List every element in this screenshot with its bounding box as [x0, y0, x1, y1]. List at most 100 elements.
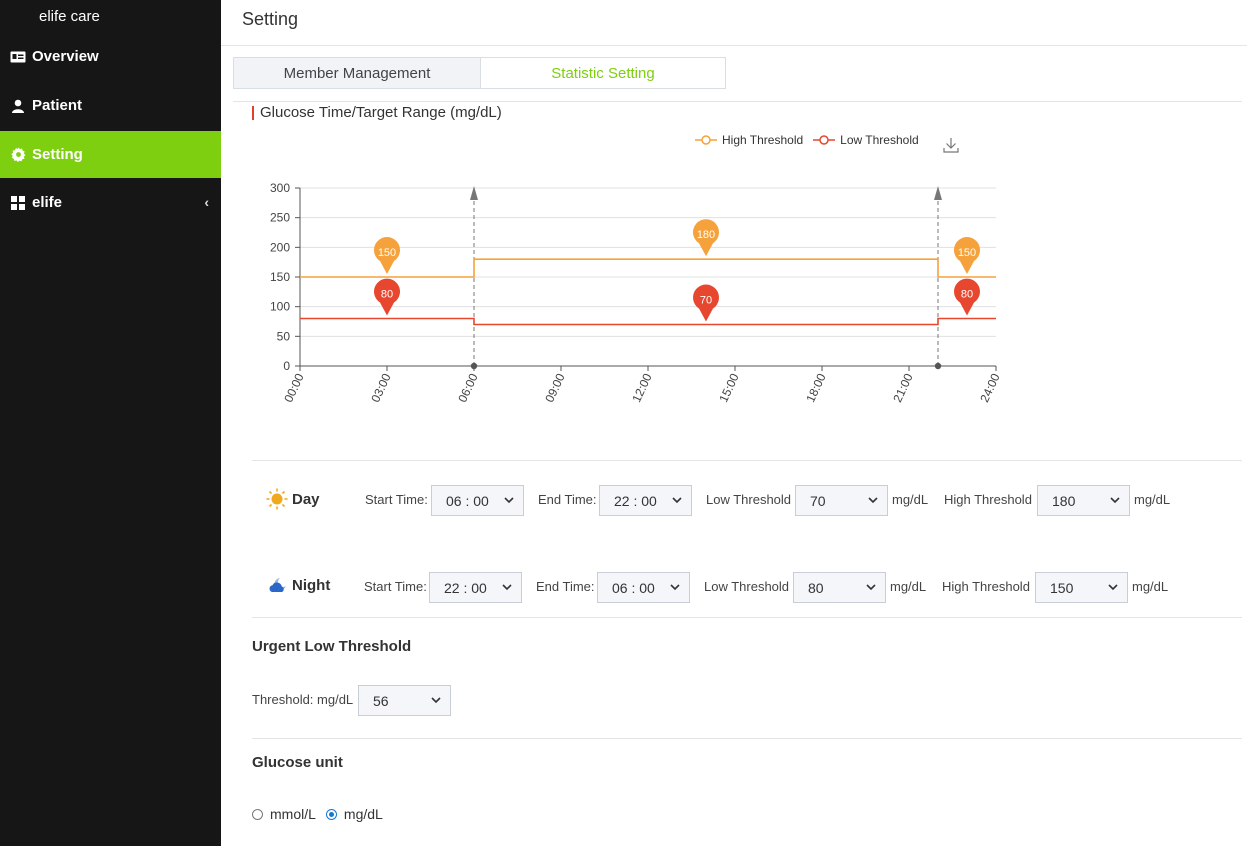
sidebar: elife care Overview Patient Setting elif… [0, 0, 221, 846]
chevron-down-icon [672, 497, 682, 504]
y-tick-label: 200 [270, 240, 290, 254]
value-pin [374, 237, 400, 274]
day-start-time-select[interactable]: 06 : 00 [431, 485, 524, 516]
divider [252, 738, 1242, 739]
night-low-threshold-select[interactable]: 80 [793, 572, 886, 603]
value-pin-label: 150 [378, 247, 396, 259]
x-tick-label: 18:00 [803, 371, 829, 404]
select-value: 70 [810, 492, 826, 509]
radio-label-mgdl[interactable]: mg/dL [343, 806, 383, 822]
x-tick-label: 03:00 [368, 371, 394, 404]
sidebar-item-patient[interactable]: Patient [0, 82, 221, 129]
select-value: 80 [808, 579, 824, 596]
tab-statistic-setting[interactable]: Statistic Setting [481, 57, 726, 89]
value-pin-label: 70 [700, 294, 712, 306]
page-title: Setting [242, 9, 299, 29]
night-low-unit: mg/dL [890, 579, 927, 594]
value-pin-label: 150 [958, 247, 976, 259]
select-value: 180 [1052, 492, 1076, 509]
night-label-text: Night [292, 576, 331, 594]
night-start-time-label: Start Time: [364, 579, 427, 594]
sidebar-item-overview[interactable]: Overview [0, 33, 221, 80]
value-pin [374, 278, 400, 316]
chevron-down-icon [431, 697, 441, 704]
urgent-low-threshold-select[interactable]: 56 [358, 685, 451, 716]
glucose-unit-radio-group: mmol/L mg/dL [252, 806, 393, 822]
day-high-unit: mg/dL [1134, 492, 1171, 507]
person-icon [10, 98, 26, 114]
sidebar-item-label: Overview [32, 48, 99, 65]
gear-icon [10, 147, 26, 163]
urgent-low-label: Threshold: mg/dL [252, 692, 354, 707]
legend-label: High Threshold [722, 133, 804, 147]
divider [221, 45, 1247, 46]
day-high-threshold-select[interactable]: 180 [1037, 485, 1130, 516]
divider [252, 460, 1242, 461]
day-start-time-label: Start Time: [365, 492, 428, 507]
sidebar-item-setting[interactable]: Setting [0, 131, 221, 178]
select-value: 06 : 00 [612, 579, 655, 596]
x-tick-label: 24:00 [977, 371, 1003, 404]
tab-member-management[interactable]: Member Management [233, 57, 481, 89]
x-tick-label: 00:00 [281, 371, 307, 404]
select-value: 06 : 00 [446, 492, 489, 509]
value-pin [954, 278, 981, 316]
day-label: Day [266, 488, 320, 510]
day-label-text: Day [292, 490, 320, 508]
download-icon[interactable] [943, 137, 959, 153]
legend-item-high-threshold[interactable]: High Threshold [695, 133, 803, 147]
legend-label: Low Threshold [840, 133, 919, 147]
grid-icon [10, 195, 26, 211]
arrow-up-icon [934, 186, 942, 200]
chart-legend: High Threshold Low Threshold [695, 133, 929, 147]
value-pin [693, 219, 719, 257]
glucose-range-chart: 0 50 100 150 200 250 300 00:00 03:00 06:00 09:00 12… [270, 181, 1003, 404]
cloud-moon-icon [268, 576, 288, 594]
legend-marker-high [695, 135, 717, 145]
chevron-left-icon[interactable]: ‹ [204, 194, 209, 210]
night-high-threshold-label: High Threshold [942, 579, 1030, 594]
x-tick-label: 15:00 [716, 371, 742, 404]
y-tick-label: 0 [283, 359, 290, 373]
day-end-time-select[interactable]: 22 : 00 [599, 485, 692, 516]
series-line-high-threshold [300, 258, 996, 278]
chevron-down-icon [670, 584, 680, 591]
series-line-low-threshold [300, 317, 996, 326]
y-tick-label: 100 [270, 300, 290, 314]
night-start-time-select[interactable]: 22 : 00 [429, 572, 522, 603]
x-tick-label: 21:00 [890, 371, 916, 404]
title-accent-bar [252, 105, 254, 120]
radio-mgdl[interactable] [325, 808, 337, 820]
sidebar-item-elife[interactable]: elife ‹ [0, 179, 221, 226]
day-end-time-label: End Time: [538, 492, 597, 507]
day-low-unit: mg/dL [892, 492, 929, 507]
day-high-threshold-label: High Threshold [944, 492, 1032, 507]
value-pin-label: 180 [697, 229, 715, 241]
value-pin [693, 284, 719, 322]
radio-mmol[interactable] [252, 808, 263, 820]
y-tick-label: 250 [270, 211, 290, 225]
x-tick-label: 12:00 [629, 371, 655, 404]
legend-item-low-threshold[interactable]: Low Threshold [813, 133, 919, 147]
night-high-threshold-select[interactable]: 150 [1035, 572, 1128, 603]
y-tick-label: 300 [270, 181, 290, 195]
night-end-time-select[interactable]: 06 : 00 [597, 572, 690, 603]
divider [252, 617, 1242, 618]
arrow-up-icon [470, 186, 478, 200]
value-pin-label: 80 [961, 289, 973, 301]
value-pin-label: 80 [381, 289, 393, 301]
radio-label-mmol[interactable]: mmol/L [270, 806, 316, 822]
select-value: 22 : 00 [614, 492, 657, 509]
value-pin [954, 237, 981, 274]
select-value: 150 [1050, 579, 1074, 596]
time-boundary-dot [934, 362, 942, 370]
brand-name: elife care [39, 8, 100, 25]
chevron-down-icon [868, 497, 878, 504]
y-tick-label: 150 [270, 270, 290, 284]
time-boundary-dot [470, 362, 478, 370]
select-value: 56 [373, 692, 389, 709]
day-low-threshold-label: Low Threshold [706, 492, 792, 507]
x-tick-label: 09:00 [542, 371, 568, 404]
day-low-threshold-select[interactable]: 70 [795, 485, 888, 516]
chart-title: Glucose Time/Target Range (mg/dL) [252, 104, 502, 121]
